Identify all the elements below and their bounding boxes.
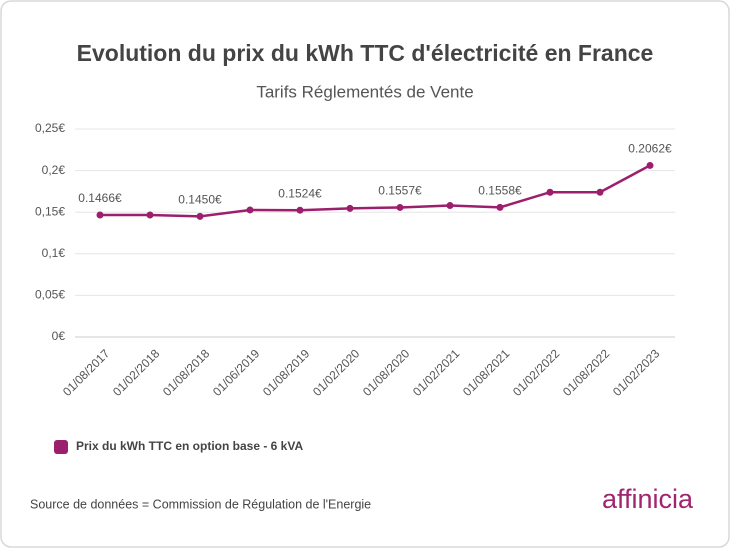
brand-logo: affinicia xyxy=(602,484,694,514)
data-point xyxy=(596,188,604,196)
legend-label: Prix du kWh TTC en option base - 6 kVA xyxy=(76,439,303,453)
y-tick-label: 0,05€ xyxy=(35,288,65,302)
data-point xyxy=(246,206,254,214)
series-line xyxy=(100,164,651,218)
data-point xyxy=(546,188,554,196)
y-tick-label: 0€ xyxy=(52,329,66,343)
y-tick-label: 0,25€ xyxy=(35,121,65,135)
data-point xyxy=(496,203,504,211)
source-note: Source de données = Commission de Régula… xyxy=(30,497,371,511)
data-point xyxy=(96,211,104,219)
chart-title: Evolution du prix du kWh TTC d'électrici… xyxy=(77,40,654,66)
chart-subtitle: Tarifs Réglementés de Vente xyxy=(256,82,473,101)
data-point xyxy=(296,206,304,214)
data-label: 0.2062€ xyxy=(628,142,672,156)
data-label: 0.1450€ xyxy=(178,193,222,207)
data-point xyxy=(446,202,454,210)
data-point xyxy=(646,161,654,169)
data-label: 0.1557€ xyxy=(378,184,422,198)
data-label: 0.1466€ xyxy=(78,191,122,205)
data-point xyxy=(396,203,404,211)
legend-swatch xyxy=(54,440,68,454)
data-label: 0.1558€ xyxy=(478,184,522,198)
data-label: 0.1524€ xyxy=(278,186,322,200)
y-tick-label: 0,2€ xyxy=(42,163,66,177)
data-point xyxy=(196,212,204,220)
y-tick-label: 0,15€ xyxy=(35,204,65,218)
data-point xyxy=(146,211,154,219)
data-point xyxy=(346,204,354,212)
y-tick-label: 0,1€ xyxy=(42,246,66,260)
